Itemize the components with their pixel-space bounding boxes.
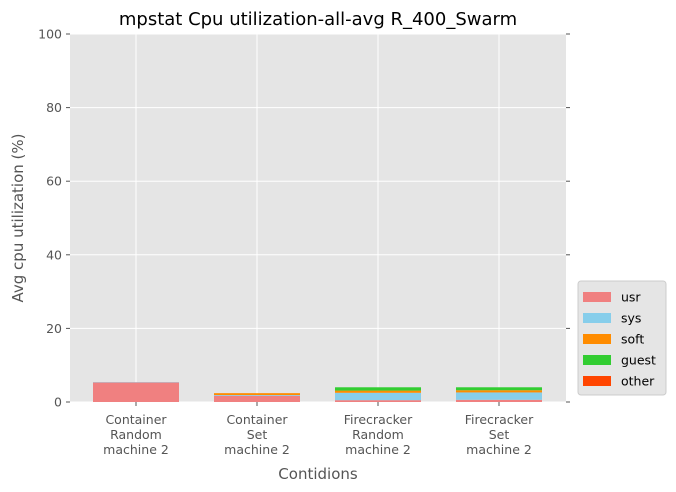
legend-swatch-usr [583, 292, 611, 302]
x-axis-label: Contidions [278, 465, 358, 483]
bar-guest-2 [335, 387, 421, 391]
bar-soft-2 [335, 390, 421, 393]
y-tick-label: 40 [46, 247, 62, 262]
y-tick-label: 80 [46, 100, 62, 115]
bar-guest-3 [456, 387, 542, 391]
grid [70, 33, 566, 403]
legend-swatch-soft [583, 334, 611, 344]
x-ticks: Container Random machine 2 Container Set mach… [103, 402, 534, 457]
plot-background [70, 34, 566, 402]
bar-usr-2 [335, 400, 421, 402]
legend-label-sys: sys [621, 311, 641, 326]
legend-label-usr: usr [621, 290, 641, 305]
x-tick-label: Container Random machine 2 [103, 412, 169, 457]
bar-usr-0 [93, 382, 179, 402]
y-tick-label: 60 [46, 174, 62, 189]
bar-usr-3 [456, 399, 542, 402]
x-tick-label: Container Set machine 2 [224, 412, 290, 457]
bar-sys-2 [335, 392, 421, 401]
bar-soft-3 [456, 390, 542, 393]
bars [93, 382, 542, 402]
legend-swatch-other [583, 376, 611, 386]
legend-swatch-guest [583, 355, 611, 365]
y-tick-label: 20 [46, 321, 62, 336]
legend: usr sys soft guest other [577, 280, 667, 396]
y-axis-label: Avg cpu utilization (%) [9, 133, 27, 302]
bar-usr-1 [214, 395, 300, 402]
bar-soft-1 [214, 393, 300, 396]
y-tick-label: 100 [38, 27, 62, 42]
legend-label-other: other [621, 374, 655, 389]
y-ticks: 0 20 40 60 80 100 [38, 27, 570, 410]
x-tick-label: Firecracker Random machine 2 [344, 412, 413, 457]
y-tick-label: 0 [54, 395, 62, 410]
legend-label-guest: guest [621, 353, 656, 368]
legend-box [577, 280, 667, 396]
legend-label-soft: soft [621, 332, 644, 347]
chart-title: mpstat Cpu utilization-all-avg R_400_Swa… [119, 9, 517, 30]
legend-swatch-sys [583, 313, 611, 323]
bar-sys-1 [214, 395, 300, 396]
bar-sys-3 [456, 392, 542, 400]
x-tick-label: Firecracker Set machine 2 [465, 412, 534, 457]
